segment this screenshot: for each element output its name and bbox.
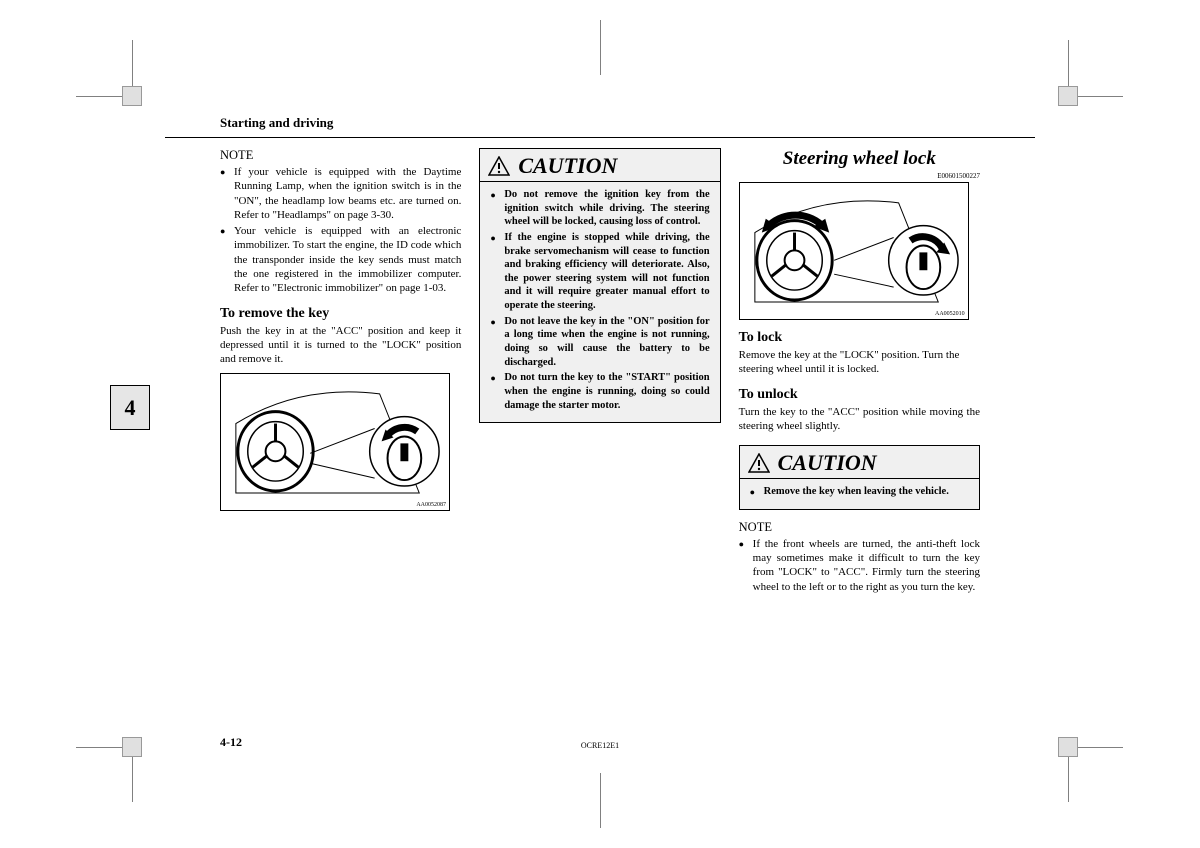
list-item: Do not remove the ignition key from the …	[504, 188, 709, 229]
warning-triangle-icon	[488, 156, 510, 176]
note-label: NOTE	[220, 148, 461, 163]
warning-triangle-icon	[748, 453, 770, 473]
list-item: If your vehicle is equipped with the Day…	[234, 165, 461, 222]
steering-key-diagram-icon	[221, 374, 449, 511]
caution-header: CAUTION	[480, 149, 719, 182]
remove-key-illustration: AA0052087	[220, 373, 450, 511]
remove-key-heading: To remove the key	[220, 306, 461, 322]
chapter-tab: 4	[110, 385, 150, 430]
list-item: Your vehicle is equipped with an electro…	[234, 224, 461, 295]
content-columns: NOTE If your vehicle is equipped with th…	[165, 148, 1035, 596]
page-header: Starting and driving	[165, 115, 1035, 138]
list-item: If the engine is stopped while driving, …	[504, 231, 709, 313]
document-id: OCRE12E1	[581, 741, 619, 750]
caution-title-2: CAUTION	[778, 450, 877, 476]
steering-lock-diagram-icon	[740, 183, 968, 320]
steering-lock-title: Steering wheel lock	[739, 148, 980, 170]
caution-body: Do not remove the ignition key from the …	[480, 182, 719, 422]
caution-header-2: CAUTION	[740, 446, 979, 479]
to-unlock-text: Turn the key to the "ACC" position while…	[739, 405, 980, 434]
list-item: Remove the key when leaving the vehicle.	[764, 485, 969, 499]
remove-key-text: Push the key in at the "ACC" position an…	[220, 324, 461, 367]
caution-box: CAUTION Do not remove the ignition key f…	[479, 148, 720, 423]
column-3: Steering wheel lock E00601500227	[739, 148, 980, 596]
list-item: If the front wheels are turned, the anti…	[753, 537, 980, 594]
note-label-2: NOTE	[739, 520, 980, 535]
note-bullets-2: If the front wheels are turned, the anti…	[739, 537, 980, 594]
column-1: NOTE If your vehicle is equipped with th…	[220, 148, 461, 596]
page-number: 4-12	[220, 735, 242, 750]
illustration-code: AA0052010	[935, 311, 965, 317]
to-unlock-heading: To unlock	[739, 387, 980, 403]
column-2: CAUTION Do not remove the ignition key f…	[479, 148, 720, 596]
list-item: Do not turn the key to the "START" posit…	[504, 371, 709, 412]
section-doc-code: E00601500227	[739, 172, 980, 180]
caution-body-2: Remove the key when leaving the vehicle.	[740, 479, 979, 509]
illustration-code: AA0052087	[416, 502, 446, 508]
list-item: Do not leave the key in the "ON" positio…	[504, 315, 709, 370]
chapter-number: 4	[125, 395, 136, 421]
caution-box-2: CAUTION Remove the key when leaving the …	[739, 445, 980, 510]
to-lock-text: Remove the key at the "LOCK" position. T…	[739, 348, 980, 377]
caution-title: CAUTION	[518, 153, 617, 179]
to-lock-heading: To lock	[739, 330, 980, 346]
note-bullets: If your vehicle is equipped with the Day…	[220, 165, 461, 296]
steering-lock-illustration: AA0052010	[739, 182, 969, 320]
manual-page: 4 Starting and driving NOTE If your vehi…	[165, 115, 1035, 755]
